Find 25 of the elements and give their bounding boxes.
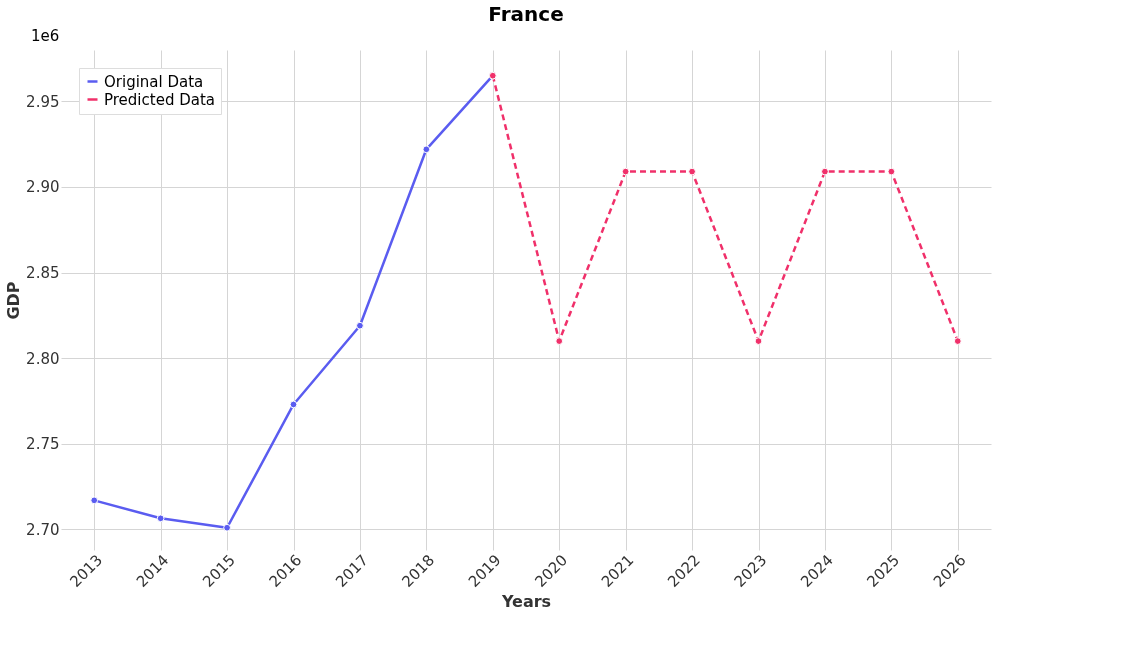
point (621, 167, 630, 176)
legend-label: Predicted Data (104, 90, 215, 109)
point (688, 167, 696, 176)
x-axis-title: Years (500, 592, 552, 612)
y-tick-label: 2.90 (26, 178, 60, 197)
point (289, 400, 298, 409)
point (555, 337, 564, 345)
point (90, 496, 99, 505)
point (422, 145, 431, 154)
y-tick-label: 2.80 (26, 349, 60, 368)
legend-label: Original Data (104, 72, 204, 91)
point (156, 514, 165, 523)
y-tick-label: 2.75 (26, 435, 60, 454)
point (754, 337, 763, 345)
text: 1e6 (31, 27, 60, 45)
y-axis-title: GDP (4, 281, 24, 320)
point (356, 321, 364, 330)
point (887, 167, 896, 176)
chart-title: France (488, 2, 564, 26)
y-tick-label: 2.95 (26, 92, 60, 111)
point (821, 167, 829, 176)
point (223, 523, 231, 532)
y-tick-label: 2.70 (26, 520, 60, 539)
point (953, 337, 962, 345)
y-tick-label: 2.85 (26, 264, 60, 283)
